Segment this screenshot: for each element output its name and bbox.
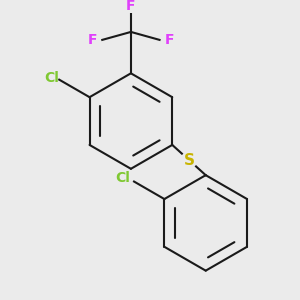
Text: Cl: Cl [116,171,130,185]
Text: F: F [164,33,174,47]
Text: Cl: Cl [44,71,59,85]
Text: S: S [184,152,194,167]
Text: F: F [88,33,98,47]
Text: F: F [126,0,136,14]
